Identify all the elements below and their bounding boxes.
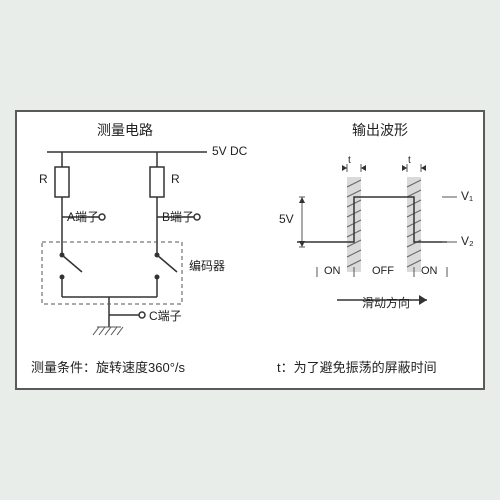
t-label-1: t xyxy=(348,155,351,166)
supply-label: 5V DC xyxy=(212,144,247,158)
encoder-label: 编码器 xyxy=(189,257,225,274)
on-label-1: ON xyxy=(324,265,341,277)
waveform-svg xyxy=(272,152,482,342)
direction-label: 滑动方向 xyxy=(362,294,410,311)
terminal-a-label: A端子 xyxy=(67,208,99,225)
y-5v-label: 5V xyxy=(279,212,294,226)
v1-label: V₁ xyxy=(461,189,473,203)
diagram-frame: 测量电路 xyxy=(15,110,485,390)
footnote: t：为了避免振荡的屏蔽时间 xyxy=(277,357,437,376)
terminal-c-label: C端子 xyxy=(149,307,182,324)
resistor-right-label: R xyxy=(171,172,180,186)
off-label: OFF xyxy=(372,265,394,277)
v2-label: V₂ xyxy=(461,234,474,248)
terminal-b-label: B端子 xyxy=(162,208,194,225)
on-label-2: ON xyxy=(421,265,438,277)
resistor-left-label: R xyxy=(39,172,48,186)
circuit-svg xyxy=(27,137,247,367)
measurement-condition: 测量条件：旋转速度360°/s xyxy=(31,357,185,376)
waveform-title: 输出波形 xyxy=(352,120,408,140)
t-label-2: t xyxy=(408,155,411,166)
